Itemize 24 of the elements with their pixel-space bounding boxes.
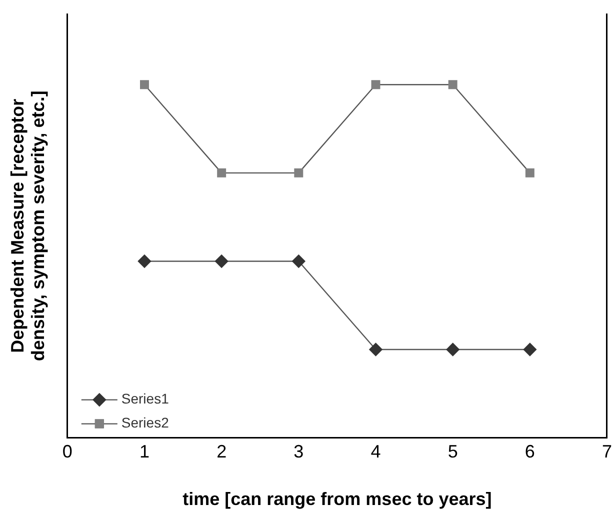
- point: [523, 342, 537, 356]
- point: [446, 342, 460, 356]
- point: [217, 168, 226, 178]
- x-tick-label: 3: [294, 442, 304, 462]
- x-tick-label: 1: [139, 442, 150, 462]
- x-tick-label: 6: [524, 442, 535, 462]
- x-tick-label: 2: [216, 442, 227, 462]
- x-tick-label: 0: [62, 442, 72, 462]
- point: [371, 80, 380, 90]
- point: [448, 80, 458, 90]
- legend-label: Series1: [121, 390, 170, 407]
- x-tick-label: 5: [448, 442, 458, 462]
- y-axis-title: Dependent Measure [receptor density, symptom severity, etc.]: [7, 90, 48, 362]
- x-tick-label: 7: [602, 442, 612, 462]
- point: [292, 254, 306, 268]
- x-tick-label: 4: [370, 442, 381, 462]
- legend-label: Series2: [121, 414, 170, 431]
- point: [140, 80, 149, 90]
- point: [294, 168, 304, 178]
- point: [138, 254, 152, 268]
- point: [525, 168, 534, 178]
- point: [369, 342, 382, 356]
- point: [214, 254, 228, 268]
- x-axis-title: time [can range from msec to years]: [182, 489, 492, 510]
